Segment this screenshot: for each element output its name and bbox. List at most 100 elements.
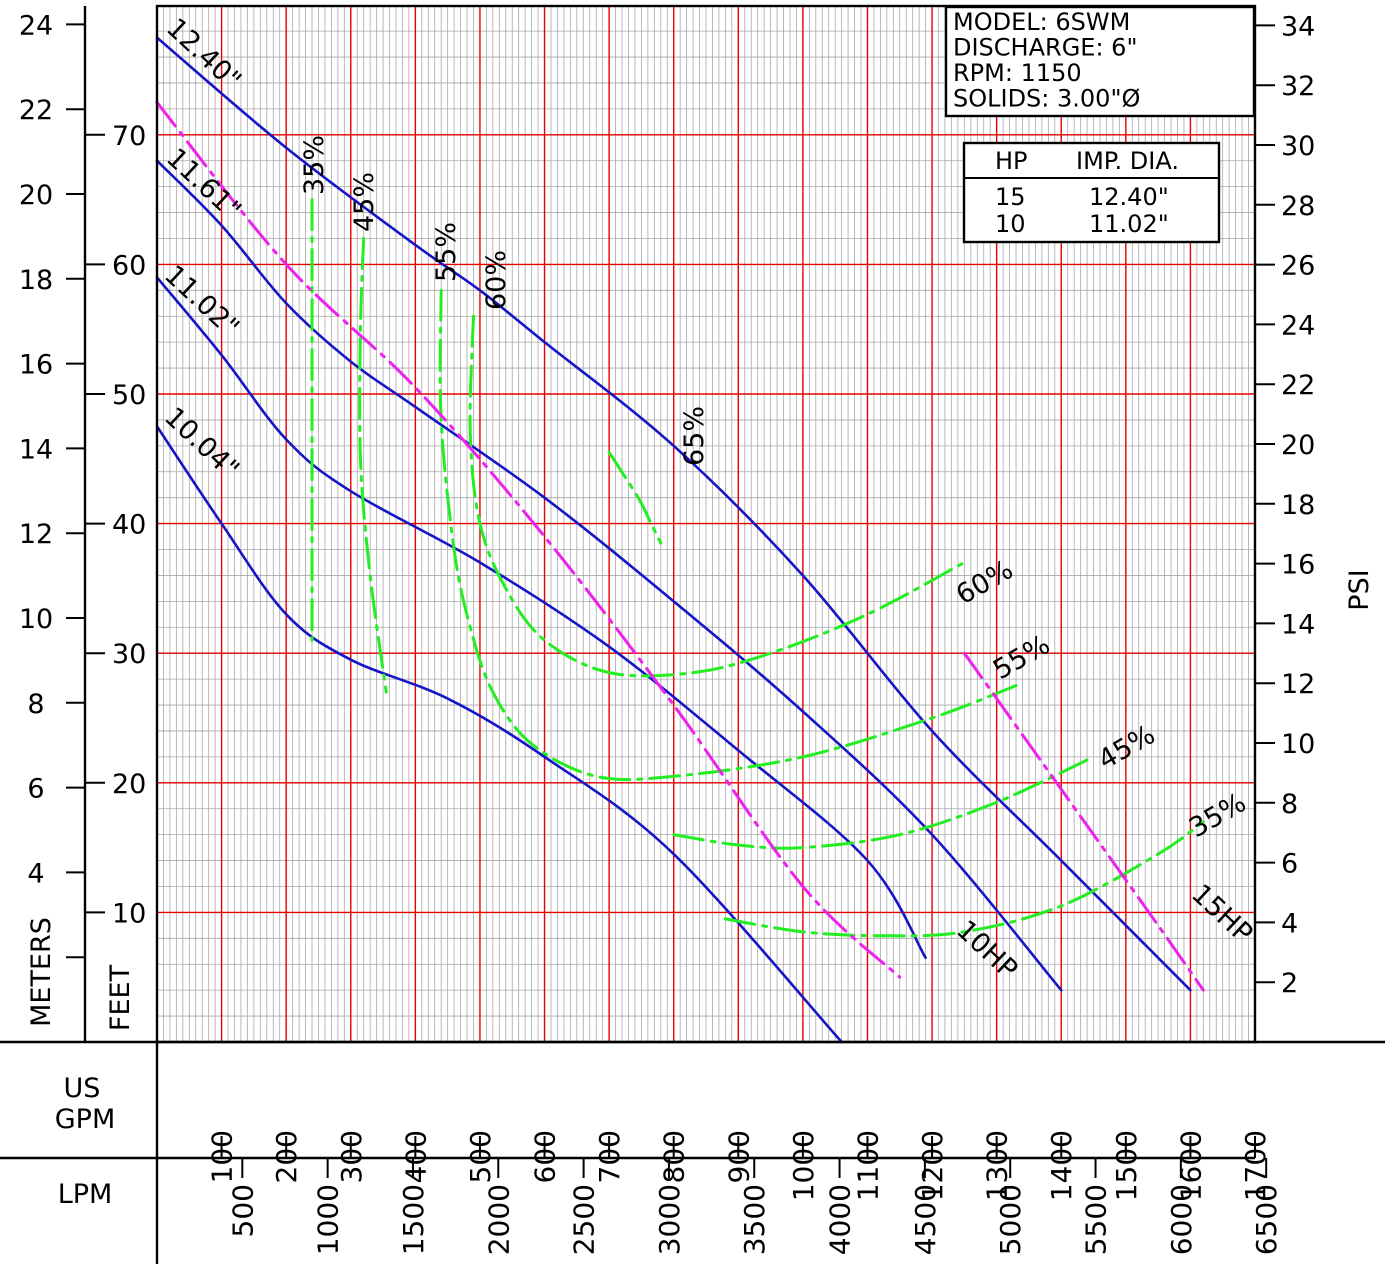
feet-tick-label: 60 [112, 250, 146, 281]
meters-tick-label: 12 [19, 519, 53, 550]
psi-tick-label: 12 [1281, 669, 1315, 700]
psi-tick-label: 10 [1281, 729, 1315, 760]
psi-tick-label: 16 [1281, 550, 1315, 581]
hp-table-cell-hp: 10 [995, 210, 1026, 238]
curve-impeller-2 [155, 276, 927, 960]
model-box-line: MODEL: 6SWM [953, 8, 1130, 36]
curve-label: 35% [1184, 787, 1251, 844]
curve-label: 10HP [950, 914, 1023, 985]
meters-tick-label: 8 [27, 689, 44, 720]
curve-efficiency-10 [723, 820, 1205, 938]
curve-label: 12.40" [160, 12, 247, 96]
curve-horsepower-12 [962, 651, 1205, 992]
hp-table-cell-dia: 11.02" [1089, 210, 1169, 238]
lpm-tick-label: 3000 [653, 1184, 686, 1255]
curve-label: 55% [431, 222, 462, 282]
curve-label: 45% [1093, 719, 1160, 776]
gpm-axis-title-line2: GPM [55, 1104, 116, 1135]
curve-efficiency-9 [672, 755, 1096, 850]
psi-tick-label: 8 [1281, 789, 1298, 820]
lpm-tick-label: 5500 [1080, 1184, 1113, 1255]
feet-tick-label: 10 [112, 898, 146, 929]
model-box [944, 5, 1256, 118]
feet-tick-label: 70 [112, 121, 146, 152]
curve-label: 65% [679, 406, 710, 466]
lpm-tick-label: 2000 [482, 1184, 515, 1255]
psi-axis-title: PSI [1344, 569, 1375, 610]
grid [156, 6, 1256, 1043]
hp-table-header-hp: HP [995, 147, 1028, 175]
hp-table-cell-hp: 15 [995, 183, 1026, 211]
gpm-tick-label: 600 [529, 1130, 562, 1183]
feet-tick-label: 30 [112, 639, 146, 670]
lpm-axis-title: LPM [58, 1179, 113, 1210]
psi-tick-label: 18 [1281, 490, 1315, 521]
psi-tick-label: 32 [1281, 71, 1315, 102]
curve-horsepower-11 [155, 100, 902, 979]
psi-tick-label: 2 [1281, 968, 1298, 999]
gpm-tick-label: 1400 [1045, 1130, 1078, 1201]
psi-tick-label: 24 [1281, 310, 1315, 341]
meters-tick-label: 20 [19, 180, 53, 211]
gpm-tick-label: 700 [593, 1130, 626, 1183]
curves [155, 36, 1205, 1044]
curve-efficiency-5 [358, 236, 388, 694]
psi-tick-label: 28 [1281, 191, 1315, 222]
curve-label: 10.04" [158, 401, 245, 485]
feet-axis-title: FEET [105, 964, 136, 1031]
meters-tick-label: 22 [19, 95, 53, 126]
gpm-tick-label: 400 [399, 1130, 432, 1183]
curve-efficiency-8 [607, 450, 663, 545]
psi-tick-label: 34 [1281, 11, 1315, 42]
gpm-tick-label: 1300 [981, 1130, 1014, 1201]
meters-tick-label: 6 [27, 774, 44, 805]
psi-tick-label: 6 [1281, 849, 1298, 880]
curve-label: 15HP [1185, 878, 1258, 949]
lpm-tick-label: 500 [226, 1184, 259, 1237]
hp-table-cell-dia: 12.40" [1089, 183, 1169, 211]
model-box-line: SOLIDS: 3.00"Ø [953, 85, 1140, 113]
lpm-tick-label: 6500 [1250, 1184, 1283, 1255]
lpm-tick-label: 1000 [312, 1184, 345, 1255]
psi-tick-label: 14 [1281, 609, 1315, 640]
feet-tick-label: 50 [112, 380, 146, 411]
gpm-tick-label: 200 [270, 1130, 303, 1183]
gpm-tick-label: 1000 [787, 1130, 820, 1201]
axes: 4681012141618202224102030405060702468101… [0, 4, 1385, 1264]
lpm-tick-label: 6000 [1165, 1184, 1198, 1255]
curve-label: 45% [349, 172, 380, 232]
meters-tick-label: 10 [19, 604, 53, 635]
lpm-tick-label: 3500 [738, 1184, 771, 1255]
gpm-tick-label: 1500 [1110, 1130, 1143, 1201]
lpm-tick-label: 4000 [824, 1184, 857, 1255]
curve-impeller-3 [155, 425, 843, 1044]
psi-tick-label: 20 [1281, 430, 1315, 461]
meters-tick-label: 4 [27, 858, 44, 889]
curve-label: 55% [988, 629, 1055, 686]
gpm-tick-label: 500 [464, 1130, 497, 1183]
lpm-tick-label: 1500 [397, 1184, 430, 1255]
curve-label: 11.61" [160, 142, 247, 226]
gpm-tick-label: 900 [722, 1130, 755, 1183]
curve-label: 35% [299, 135, 330, 195]
psi-tick-label: 26 [1281, 251, 1315, 282]
feet-tick-label: 20 [112, 769, 146, 800]
meters-tick-label: 18 [19, 265, 53, 296]
gpm-tick-label: 800 [658, 1130, 691, 1183]
curve-impeller-0 [155, 36, 1192, 992]
feet-tick-label: 40 [112, 510, 146, 541]
psi-tick-label: 22 [1281, 370, 1315, 401]
meters-tick-label: 16 [19, 350, 53, 381]
psi-tick-label: 4 [1281, 908, 1298, 939]
model-box-line: RPM: 1150 [953, 59, 1082, 87]
gpm-tick-label: 100 [206, 1130, 239, 1183]
model-box-line: DISCHARGE: 6" [953, 34, 1137, 62]
hp-table [962, 141, 1221, 244]
lpm-tick-label: 4500 [909, 1184, 942, 1255]
curve-impeller-1 [155, 159, 1063, 992]
lpm-tick-label: 5000 [994, 1184, 1027, 1255]
gpm-axis-title-line1: US [64, 1073, 101, 1104]
curve-label: 60% [481, 250, 512, 310]
